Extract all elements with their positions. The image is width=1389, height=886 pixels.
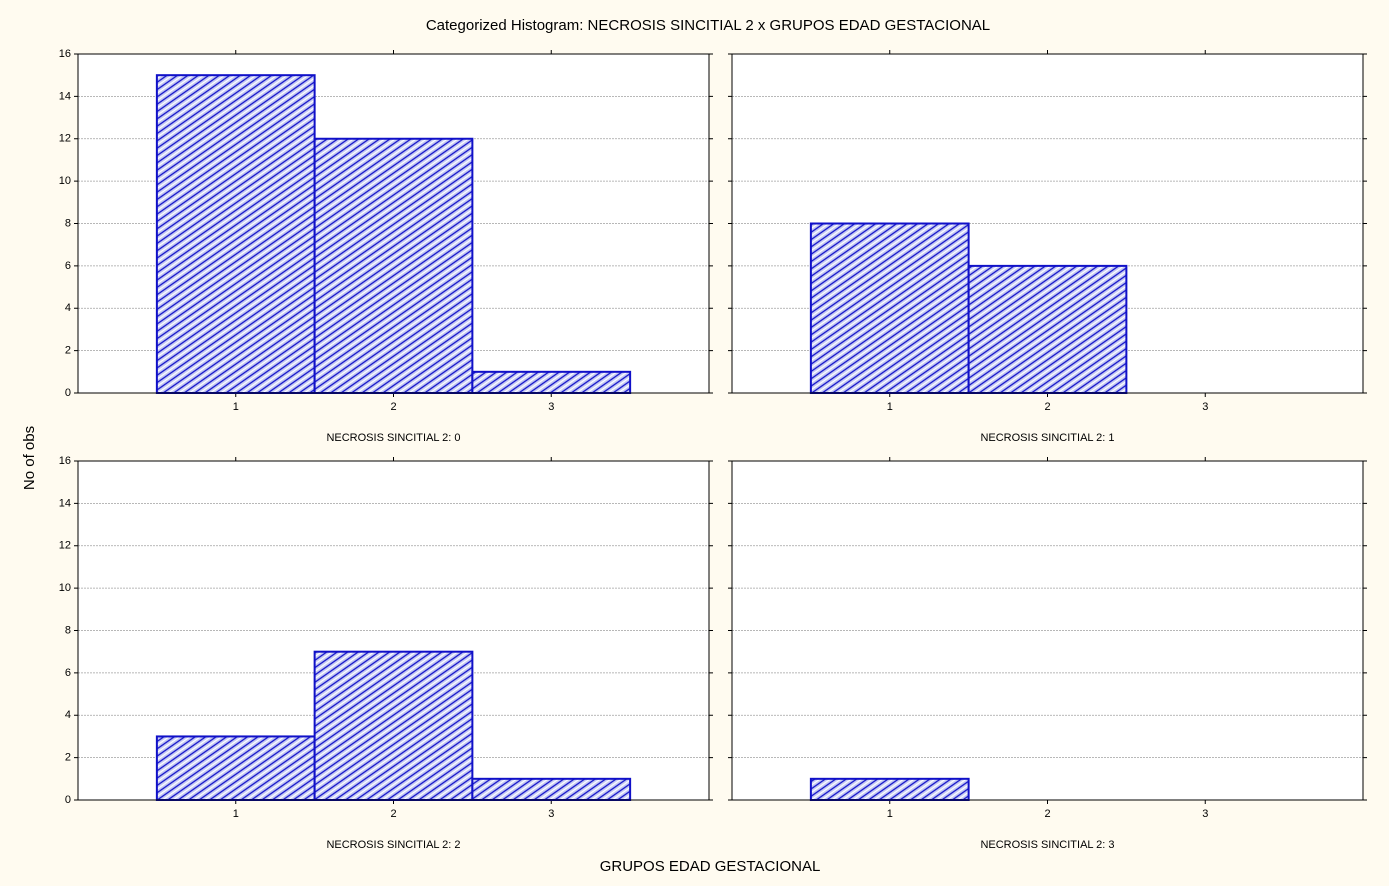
- x-tick-label: 3: [548, 401, 554, 413]
- panel-label: NECROSIS SINCITIAL 2: 2: [326, 839, 460, 851]
- x-tick-label: 1: [887, 401, 893, 413]
- x-tick-label: 1: [233, 401, 239, 413]
- bar: [155, 74, 316, 394]
- plot-frame: [731, 53, 1364, 394]
- bar: [155, 735, 316, 801]
- bar: [313, 137, 474, 394]
- x-tick-label: 3: [1202, 401, 1208, 413]
- y-tick-label: 0: [65, 794, 71, 806]
- panel-label: NECROSIS SINCITIAL 2: 0: [326, 432, 460, 444]
- panel-label: NECROSIS SINCITIAL 2: 1: [980, 432, 1114, 444]
- y-tick-label: 0: [65, 387, 71, 399]
- bar: [809, 222, 970, 394]
- y-tick-label: 14: [59, 497, 71, 509]
- panel-label: NECROSIS SINCITIAL 2: 3: [980, 839, 1114, 851]
- bar: [967, 264, 1128, 394]
- y-tick-label: 16: [59, 455, 71, 467]
- y-tick-label: 6: [65, 667, 71, 679]
- x-tick-label: 2: [1044, 808, 1050, 820]
- y-tick-label: 4: [65, 709, 71, 721]
- plot-frame: [77, 460, 710, 801]
- bar: [809, 777, 970, 801]
- x-tick-label: 2: [390, 401, 396, 413]
- x-tick-label: 1: [233, 808, 239, 820]
- y-tick-label: 6: [65, 260, 71, 272]
- y-tick-label: 2: [65, 345, 71, 357]
- y-tick-label: 10: [59, 582, 71, 594]
- y-tick-label: 2: [65, 752, 71, 764]
- y-tick-label: 12: [59, 133, 71, 145]
- x-tick-label: 3: [548, 808, 554, 820]
- bar: [313, 650, 474, 801]
- y-tick-label: 16: [59, 48, 71, 60]
- y-tick-label: 4: [65, 302, 71, 314]
- x-tick-label: 2: [390, 808, 396, 820]
- bar: [471, 777, 632, 801]
- y-tick-label: 10: [59, 175, 71, 187]
- bar: [471, 370, 632, 394]
- x-tick-label: 1: [887, 808, 893, 820]
- y-tick-label: 12: [59, 540, 71, 552]
- x-tick-label: 2: [1044, 401, 1050, 413]
- y-tick-label: 8: [65, 624, 71, 636]
- y-tick-label: 8: [65, 217, 71, 229]
- y-axis-label: No of obs: [21, 426, 38, 490]
- plot-frame: [731, 460, 1364, 801]
- y-tick-label: 14: [59, 90, 71, 102]
- plot-frame: [77, 53, 710, 394]
- x-axis-label: GRUPOS EDAD GESTACIONAL: [600, 858, 821, 875]
- chart-title: Categorized Histogram: NECROSIS SINCITIA…: [426, 17, 990, 34]
- x-tick-label: 3: [1202, 808, 1208, 820]
